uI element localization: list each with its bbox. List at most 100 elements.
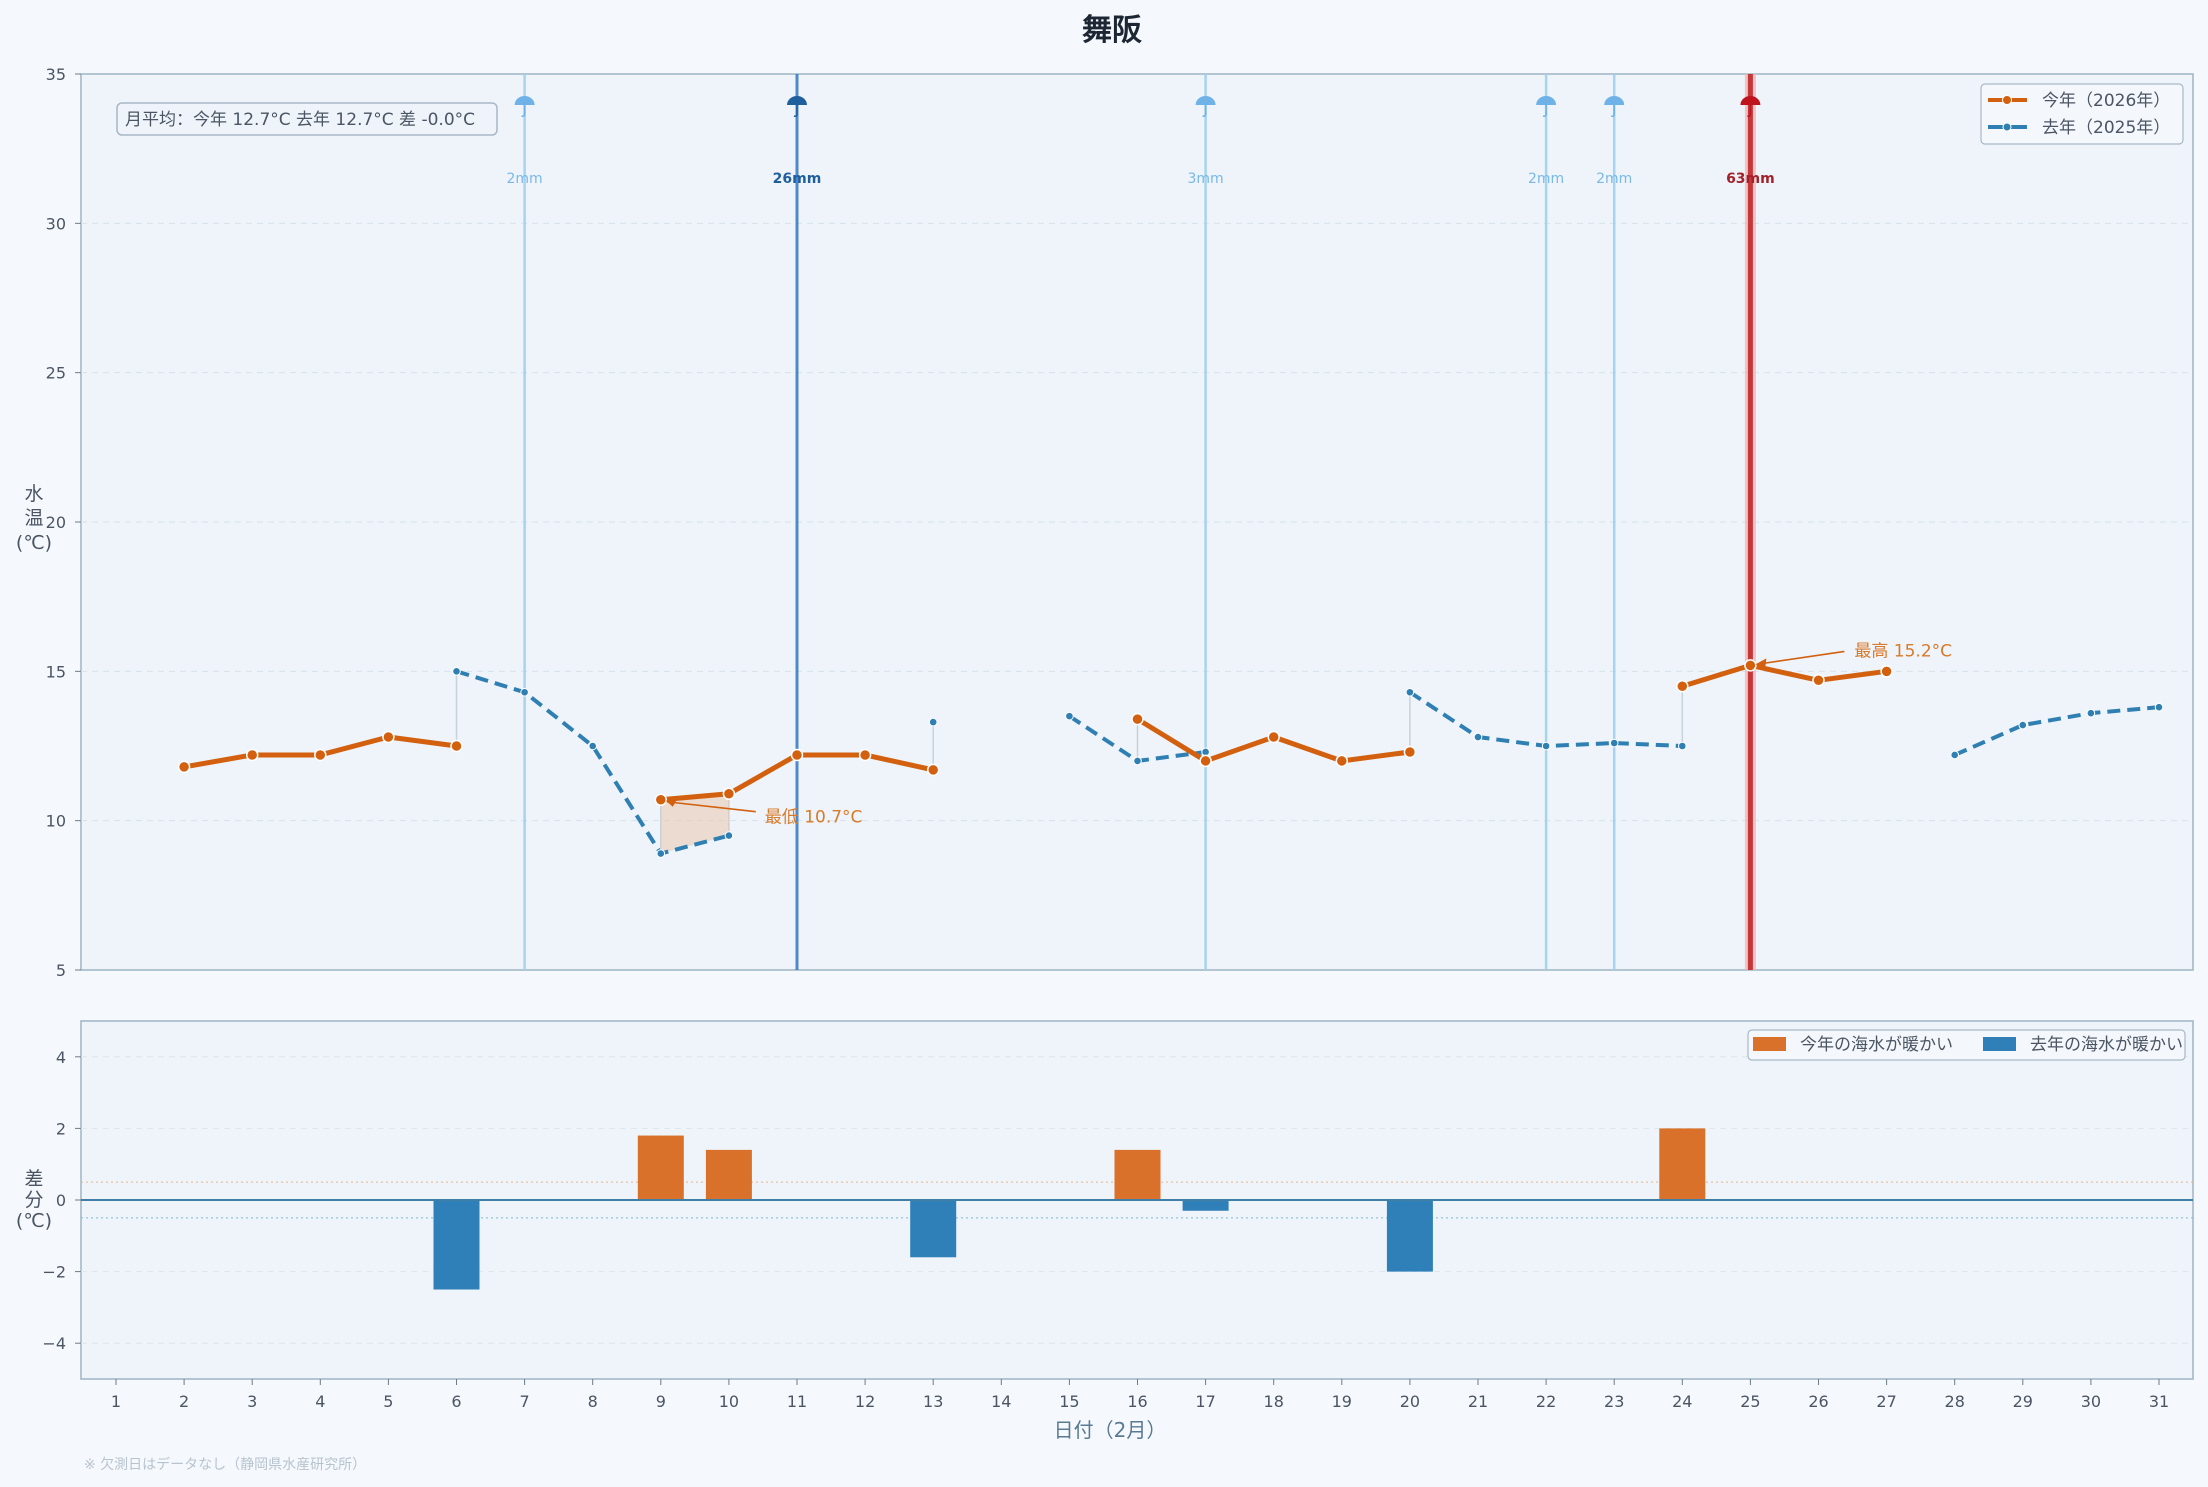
y-axis-label-line1: 水 xyxy=(24,483,43,505)
x-tick-label: 12 xyxy=(855,1392,875,1411)
x-tick-label: 14 xyxy=(991,1392,1011,1411)
umbrella-handle xyxy=(1747,105,1752,118)
diff-axis-label-line1: 差 xyxy=(24,1168,43,1190)
y-tick-label: 0 xyxy=(56,1191,66,1210)
legend-item-2026: 今年（2026年） xyxy=(2042,91,2170,111)
umbrella-icon xyxy=(1604,96,1625,118)
difference-fill xyxy=(660,793,729,854)
summary-box: 月平均：今年 12.7°C 去年 12.7°C 差 -0.0°C xyxy=(116,102,498,136)
x-tick-label: 27 xyxy=(1876,1392,1896,1411)
series-2025-point xyxy=(588,741,598,751)
y-tick-label: 4 xyxy=(56,1048,66,1067)
rain-amount-label: 2mm xyxy=(507,171,543,187)
umbrella-canopy xyxy=(787,96,807,105)
x-axis-label: 日付（2月） xyxy=(1054,1418,1167,1442)
legend-item-this-year-warmer: 今年の海水が暖かい xyxy=(1800,1035,1953,1055)
x-tick-label: 31 xyxy=(2149,1392,2169,1411)
x-tick-label: 19 xyxy=(1332,1392,1352,1411)
umbrella-handle xyxy=(521,105,526,118)
umbrella-icon xyxy=(1195,96,1216,118)
legend-item-last-year-warmer: 去年の海水が暖かい xyxy=(2030,1035,2183,1055)
umbrella-canopy xyxy=(1740,96,1761,105)
series-2026-point xyxy=(450,739,463,753)
diff-axis-label-line2: 分 xyxy=(24,1189,43,1211)
y-tick-label: 35 xyxy=(46,65,66,84)
series-2026-point xyxy=(722,787,736,801)
series-2026-point xyxy=(926,763,940,777)
series-2025-point xyxy=(656,849,666,858)
series-2026-point xyxy=(1812,674,1825,687)
umbrella-canopy xyxy=(1195,96,1216,105)
umbrella-handle xyxy=(793,105,798,118)
difference-bar xyxy=(1659,1128,1706,1200)
series-2026-point xyxy=(1403,745,1417,759)
rain-amount-label: 3mm xyxy=(1188,171,1224,187)
umbrella-handle xyxy=(1610,105,1615,118)
y-tick-label: 5 xyxy=(56,961,66,980)
series-2026-point xyxy=(1131,712,1144,726)
rain-amount-label: 26mm xyxy=(773,171,822,187)
x-tick-label: 1 xyxy=(111,1392,121,1411)
min-annotation-label: 最低 10.7°C xyxy=(765,808,863,828)
x-tick-label: 17 xyxy=(1195,1392,1215,1411)
difference-bar xyxy=(1182,1200,1229,1211)
difference-panel: −4 −2 0 2 4 差 分 (℃) 今年の海水が暖かい 去年の海水が暖かい xyxy=(16,1020,2194,1380)
series-2025-point xyxy=(1065,711,1074,721)
x-tick-label: 9 xyxy=(656,1392,666,1411)
x-tick-label: 13 xyxy=(923,1392,943,1411)
series-2026-point xyxy=(1335,754,1349,768)
y-tick-label: −2 xyxy=(42,1263,66,1282)
series-2025-point xyxy=(1678,741,1687,751)
x-tick-label: 24 xyxy=(1672,1392,1692,1411)
series-2025-line xyxy=(455,669,730,856)
y-tick-label: 25 xyxy=(46,364,66,383)
min-annotation-arrowhead xyxy=(665,799,677,807)
max-annotation-label: 最高 15.2°C xyxy=(1854,641,1952,661)
series-2025-point xyxy=(1473,732,1483,742)
series-2026-point xyxy=(245,748,259,762)
x-tick-label: 18 xyxy=(1264,1392,1284,1411)
x-tick-label: 11 xyxy=(787,1392,807,1411)
series-2025-point xyxy=(1201,747,1210,757)
series-2026-line xyxy=(1681,662,1887,689)
max-annotation-arrow xyxy=(1756,650,1845,666)
series-2026-point xyxy=(382,730,395,744)
x-tick-label: 21 xyxy=(1468,1392,1488,1411)
x-tick-label: 8 xyxy=(588,1392,598,1411)
y-tick-label: 10 xyxy=(46,812,66,831)
y-axis-label-line3: (℃) xyxy=(16,532,52,554)
x-tick-label: 25 xyxy=(1740,1392,1760,1411)
x-tick-label: 20 xyxy=(1400,1392,1420,1411)
series-2025-point xyxy=(2154,702,2164,712)
series-2026-point xyxy=(314,748,327,762)
series-2025-point xyxy=(2018,720,2028,730)
series-2025-point xyxy=(452,667,461,676)
legend-top: 今年（2026年） 去年（2025年） xyxy=(1980,83,2184,145)
difference-bar xyxy=(705,1149,752,1200)
rain-amount-label: 2mm xyxy=(1528,171,1564,187)
series-2026-point xyxy=(1744,659,1757,672)
x-tick-label: 30 xyxy=(2081,1392,2101,1411)
summary-text: 月平均：今年 12.7°C 去年 12.7°C 差 -0.0°C xyxy=(125,110,475,130)
umbrella-icon xyxy=(514,96,535,118)
legend-item-2025: 去年（2025年） xyxy=(2042,118,2170,138)
series-2026-point xyxy=(1199,754,1212,768)
umbrella-canopy xyxy=(1604,96,1625,105)
difference-bar xyxy=(1386,1200,1433,1272)
rain-amount-label: 2mm xyxy=(1596,171,1632,187)
y-tick-label: 30 xyxy=(46,214,66,233)
min-annotation-arrow xyxy=(666,800,756,813)
series-2026-point xyxy=(1880,665,1893,678)
difference-bar xyxy=(910,1200,957,1258)
legend-bottom: 今年の海水が暖かい 去年の海水が暖かい xyxy=(1747,1029,2186,1061)
series-2025-point xyxy=(1405,687,1415,697)
x-tick-label: 16 xyxy=(1127,1392,1147,1411)
series-2025-line xyxy=(1953,705,2160,757)
x-tick-label: 5 xyxy=(383,1392,393,1411)
x-tick-label: 22 xyxy=(1536,1392,1556,1411)
x-tick-label: 15 xyxy=(1059,1392,1079,1411)
series-2025-point xyxy=(1609,738,1619,748)
umbrella-handle xyxy=(1542,105,1547,118)
x-tick-label: 23 xyxy=(1604,1392,1624,1411)
